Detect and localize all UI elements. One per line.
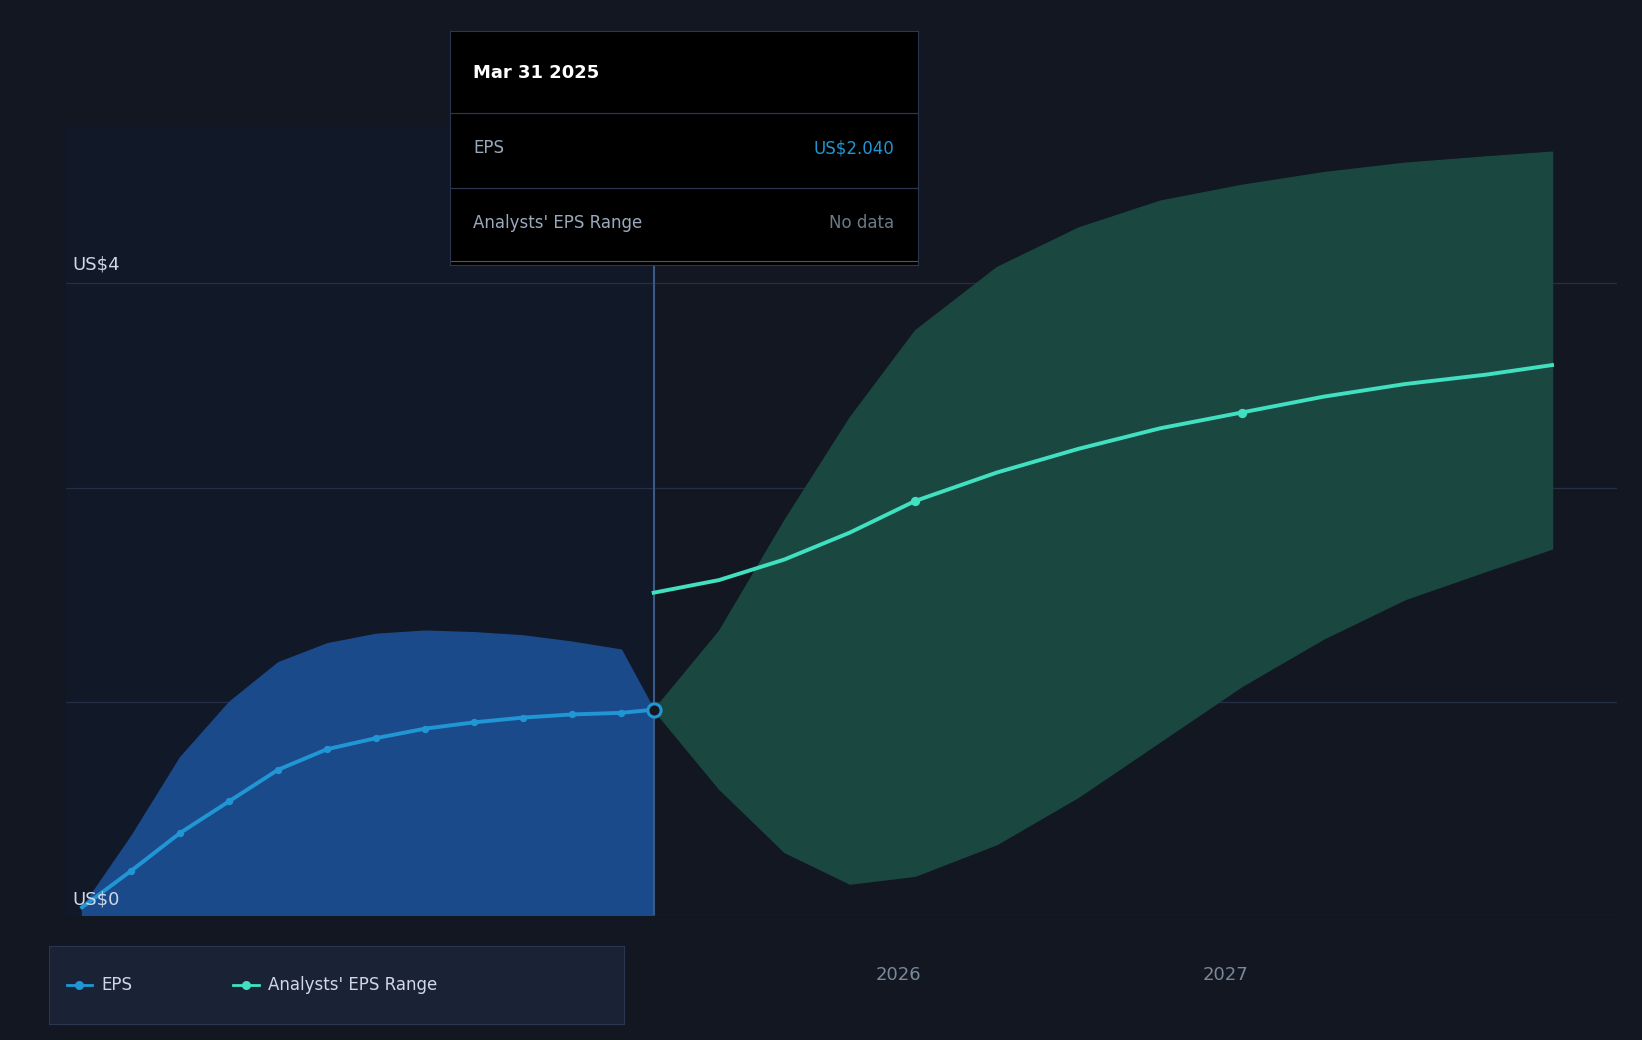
Point (314, 740, 340, 757)
Text: Analysts' EPS Range: Analysts' EPS Range (268, 977, 437, 994)
Text: Analysts Forecasts: Analysts Forecasts (673, 241, 841, 259)
Point (215, 794, 241, 810)
Point (264, 761, 291, 778)
Point (167, 825, 194, 841)
Text: 2025: 2025 (548, 966, 594, 984)
Point (1228, 405, 1254, 421)
Point (118, 862, 144, 879)
Text: EPS: EPS (473, 139, 504, 157)
Text: Analysts' EPS Range: Analysts' EPS Range (473, 214, 642, 232)
Text: No data: No data (829, 214, 895, 232)
Text: Mar 31 2025: Mar 31 2025 (473, 64, 599, 82)
Point (558, 706, 585, 723)
Bar (66, 125, 654, 915)
Text: 2027: 2027 (1202, 966, 1248, 984)
Point (412, 721, 438, 737)
Point (233, 978, 259, 994)
Text: Actual: Actual (576, 241, 640, 259)
Point (608, 704, 634, 721)
Point (66, 978, 92, 994)
Text: US$0: US$0 (72, 891, 120, 909)
Point (511, 709, 537, 726)
Text: 2024: 2024 (222, 966, 268, 984)
Point (461, 714, 488, 731)
Text: 2026: 2026 (875, 966, 921, 984)
Text: EPS: EPS (102, 977, 131, 994)
Point (901, 493, 928, 510)
Point (640, 701, 667, 718)
Text: US$2.040: US$2.040 (814, 139, 895, 157)
Point (363, 730, 389, 747)
Text: US$4: US$4 (72, 256, 120, 274)
